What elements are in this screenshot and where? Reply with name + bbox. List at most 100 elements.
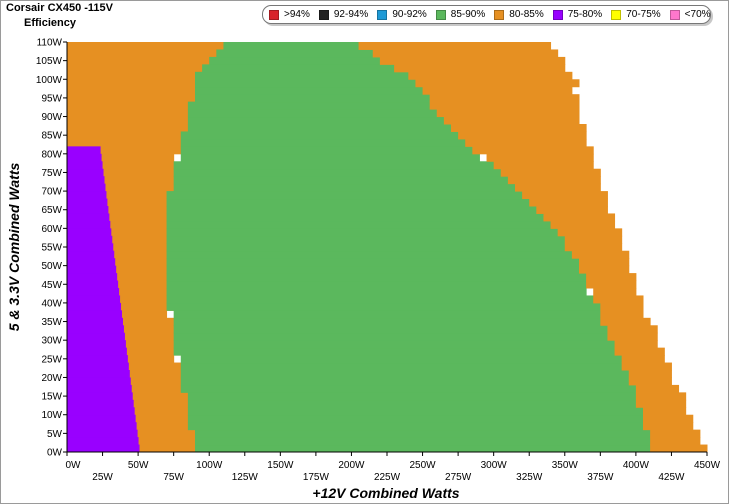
y-axis-ticks: 0W 5W 10W 15W 20W 25W 30W 35W 40W 45W 50W 55W 60W 65W… xyxy=(36,38,67,459)
legend-label: 75-80% xyxy=(567,9,603,20)
x-tick-label: 275W xyxy=(445,472,472,483)
band-cell xyxy=(429,94,580,103)
band-cell xyxy=(67,407,135,416)
band-cell xyxy=(67,265,117,274)
band-cell xyxy=(408,71,573,80)
band-cell xyxy=(166,302,601,311)
legend-label: >94% xyxy=(284,9,310,20)
band-cell xyxy=(195,444,651,453)
band-cell xyxy=(593,295,644,304)
legend-swatch xyxy=(377,9,388,20)
band-cell xyxy=(67,250,168,259)
band-cell xyxy=(195,437,651,446)
legend-item: 70-75% xyxy=(611,9,661,20)
band-cell xyxy=(173,310,601,319)
band-cell xyxy=(493,161,594,170)
y-tick-label: 90W xyxy=(41,112,62,123)
band-cell xyxy=(571,250,630,259)
band-cell xyxy=(67,206,109,214)
band-cell xyxy=(358,42,552,50)
band-cell xyxy=(67,109,189,118)
band-cell xyxy=(67,317,123,326)
band-cell xyxy=(187,414,644,423)
legend-label: 92-94% xyxy=(333,9,369,20)
x-tick-label: 50W xyxy=(128,460,149,471)
band-cell xyxy=(586,273,637,282)
band-cell xyxy=(643,422,694,431)
band-cell xyxy=(67,243,114,252)
band-cell xyxy=(67,176,175,185)
band-cell xyxy=(166,250,573,259)
band-cell xyxy=(643,414,694,423)
band-cell xyxy=(67,273,118,282)
legend-swatch xyxy=(611,9,622,20)
band-cell xyxy=(465,138,587,147)
band-cell xyxy=(67,146,101,155)
band-cell xyxy=(472,146,594,155)
band-cell xyxy=(67,422,137,431)
y-tick-label: 75W xyxy=(41,168,62,179)
band-cell xyxy=(650,444,708,453)
band-cell xyxy=(166,280,587,289)
efficiency-bands xyxy=(67,42,708,453)
band-cell xyxy=(67,399,134,408)
x-tick-label: 225W xyxy=(374,472,401,483)
x-axis-label: +12V Combined Watts xyxy=(312,485,460,501)
band-cell xyxy=(166,295,594,304)
y-tick-label: 30W xyxy=(41,336,62,347)
band-cell xyxy=(67,86,196,95)
band-80-85-upper- xyxy=(358,42,708,453)
legend-item: 92-94% xyxy=(318,9,369,20)
band-cell xyxy=(635,399,687,408)
band-cell xyxy=(67,183,175,192)
band-cell xyxy=(166,265,580,274)
band-cell xyxy=(173,332,608,341)
band-75-80- xyxy=(67,146,140,453)
y-tick-label: 0W xyxy=(47,448,63,459)
band-cell xyxy=(166,206,537,214)
band-cell xyxy=(67,340,126,349)
band-cell xyxy=(67,362,129,371)
band-cell xyxy=(67,228,112,237)
legend-swatch xyxy=(318,9,329,20)
band-cell xyxy=(650,429,701,438)
x-tick-label: 25W xyxy=(92,472,113,483)
band-cell xyxy=(195,429,651,438)
band-cell xyxy=(614,340,658,349)
band-cell xyxy=(67,250,115,259)
y-tick-label: 45W xyxy=(41,280,62,291)
band-cell xyxy=(429,101,580,110)
band-cell xyxy=(67,42,224,50)
band-cell xyxy=(650,437,701,446)
band-cell xyxy=(195,94,431,103)
band-cell xyxy=(621,355,665,364)
legend-swatch xyxy=(669,9,680,20)
x-tick-label: 75W xyxy=(163,472,184,483)
band-cell xyxy=(166,198,530,207)
band-cell xyxy=(187,109,438,118)
x-tick-label: 325W xyxy=(516,472,543,483)
band-cell xyxy=(195,86,424,95)
y-tick-label: 15W xyxy=(41,392,62,403)
x-tick-label: 125W xyxy=(232,472,259,483)
x-axis-ticks: 0W 25W 50W 75W 100W 125W 150W 175W 200W 225W 250W 2… xyxy=(66,452,721,483)
band-cell xyxy=(223,42,360,50)
band-cell xyxy=(173,161,495,170)
x-tick-label: 250W xyxy=(409,460,436,471)
legend-label: 80-85% xyxy=(509,9,544,20)
band-cell xyxy=(67,116,189,125)
y-tick-label: 40W xyxy=(41,298,62,309)
legend-swatch xyxy=(494,9,505,20)
band-cell xyxy=(522,191,608,200)
band-cell xyxy=(486,153,594,162)
y-tick-label: 95W xyxy=(41,93,62,104)
legend-item: 85-90% xyxy=(435,9,485,20)
legend-item: 75-80% xyxy=(552,9,603,20)
band-cell xyxy=(180,146,480,155)
band-cell xyxy=(166,235,566,244)
y-tick-label: 70W xyxy=(41,187,62,198)
band-cell xyxy=(67,94,196,103)
band-cell xyxy=(67,213,168,222)
band-cell xyxy=(180,384,637,393)
